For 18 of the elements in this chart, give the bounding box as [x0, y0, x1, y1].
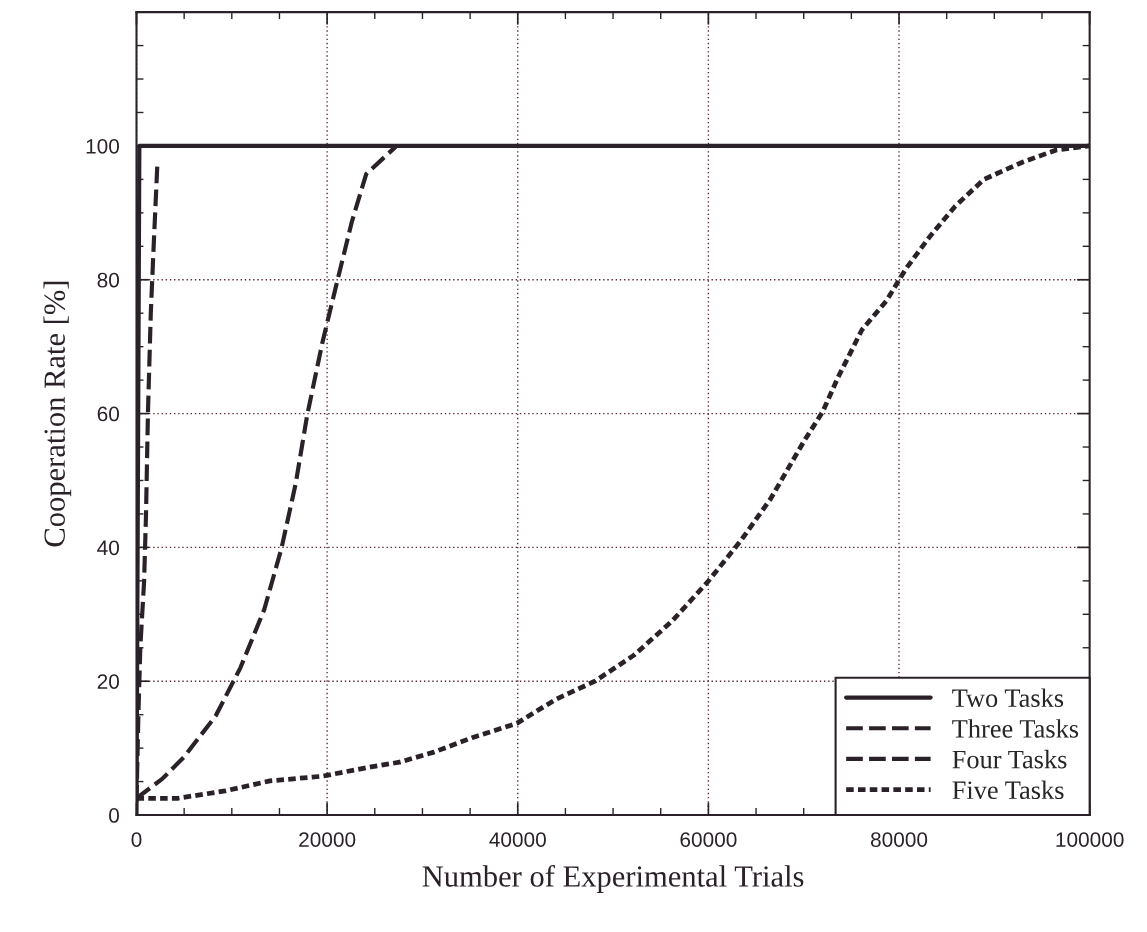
legend-label: Five Tasks: [952, 780, 1064, 800]
x-tick-label: 60000: [680, 832, 737, 847]
y-tick-label: 40: [97, 540, 120, 556]
x-tick-label: 0: [131, 832, 142, 847]
x-tick-label: 100000: [1056, 832, 1124, 847]
y-tick-label: 60: [97, 406, 120, 422]
x-tick-label: 20000: [299, 832, 356, 847]
y-tick-label: 0: [109, 808, 120, 823]
legend-label: Two Tasks: [952, 688, 1064, 708]
legend-label: Four Tasks: [952, 749, 1067, 769]
legend-label: Three Tasks: [952, 719, 1079, 738]
y-tick-label: 80: [97, 272, 120, 288]
x-tick-label: 40000: [489, 832, 546, 847]
y-tick-label: 100: [86, 138, 120, 154]
x-axis-title: Number of Experimental Trials: [422, 865, 804, 894]
y-axis-title: Cooperation Rate [%]: [43, 281, 72, 547]
x-tick-label: 80000: [870, 832, 928, 847]
y-tick-label: 20: [97, 674, 120, 689]
